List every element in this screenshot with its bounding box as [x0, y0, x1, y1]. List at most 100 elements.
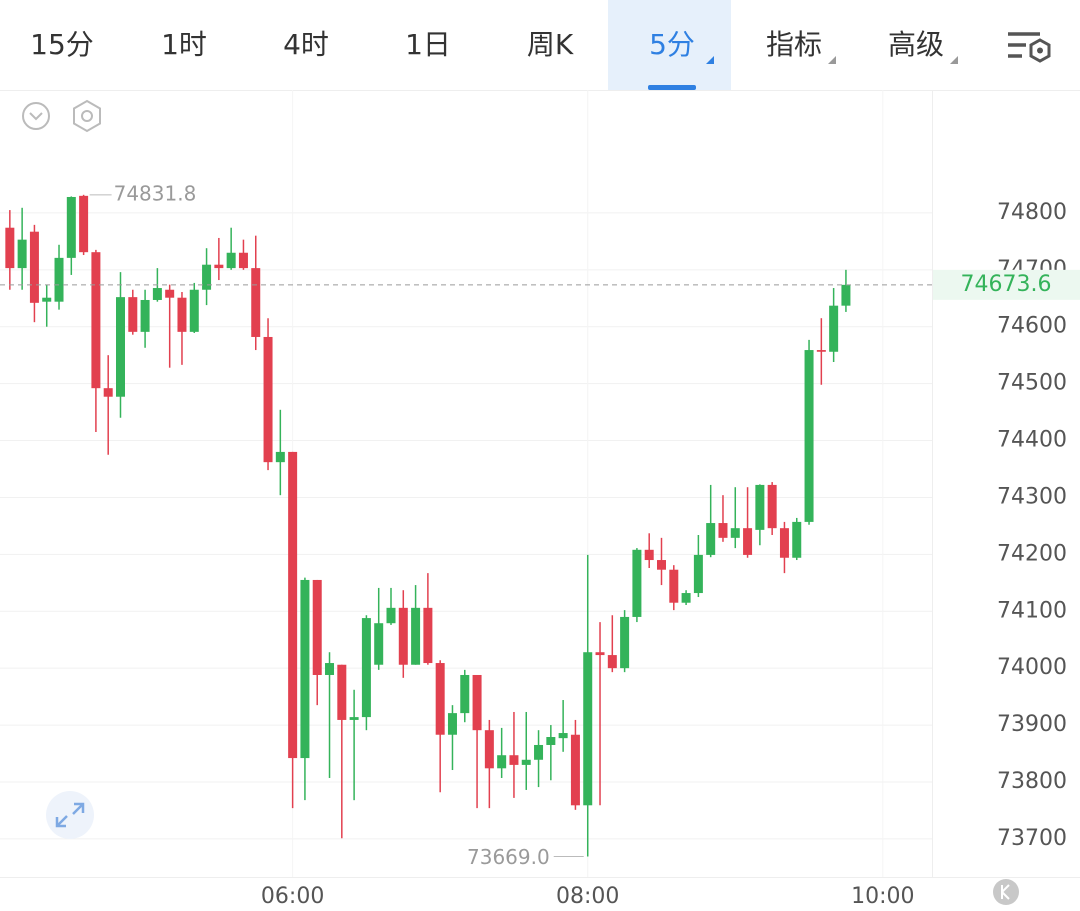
y-tick-label: 74800: [997, 200, 1067, 225]
plot-area: 73700 73800 73900 74000 74100 74200 74300 74400…: [0, 90, 1080, 909]
y-tick-label: 73900: [997, 712, 1067, 737]
tab[interactable]: 4时: [283, 28, 329, 61]
candle-body: [29, 231, 39, 303]
candle: [829, 288, 839, 363]
y-tick-label: 74500: [997, 371, 1067, 396]
candle: [202, 248, 212, 306]
y-tick-label: 74200: [997, 541, 1067, 566]
candle-body: [214, 264, 224, 269]
candle: [656, 537, 666, 586]
candle: [140, 289, 150, 348]
tab[interactable]: 1时: [161, 28, 207, 61]
candle: [447, 705, 457, 771]
settings-hex-icon[interactable]: [73, 99, 101, 133]
tab[interactable]: 15分: [30, 28, 94, 61]
settings-icon[interactable]: [1008, 32, 1051, 63]
candle: [325, 652, 335, 778]
candle-body: [411, 607, 421, 665]
y-tick-label: 74600: [997, 314, 1067, 339]
x-tick-label: 10:00: [851, 884, 914, 909]
candle: [423, 573, 433, 665]
candle-body: [669, 569, 679, 603]
y-tick-label: 74100: [997, 598, 1067, 623]
candle-body: [349, 717, 359, 720]
candle: [275, 409, 285, 496]
candle-body: [484, 730, 494, 769]
collapse-icon[interactable]: [22, 102, 50, 130]
candle-body: [497, 755, 507, 769]
tab[interactable]: 指标: [766, 28, 836, 64]
candle-body: [165, 289, 175, 298]
candle-body: [263, 336, 273, 463]
tab[interactable]: 高级: [888, 28, 958, 64]
tab[interactable]: 周K: [527, 28, 574, 61]
k-icon[interactable]: [993, 879, 1019, 905]
candle-body: [656, 560, 666, 570]
tab-label: 高级: [888, 28, 944, 61]
candle: [42, 284, 52, 327]
candle-body: [300, 579, 310, 759]
candle-body: [792, 521, 802, 558]
candle-body: [804, 350, 814, 522]
candle: [288, 451, 298, 809]
candle-body: [435, 663, 445, 735]
candle: [214, 237, 224, 281]
y-tick-label: 74300: [997, 484, 1067, 509]
candle-body: [570, 734, 580, 806]
tab-label: 4时: [283, 28, 329, 61]
candle: [54, 244, 64, 310]
candle-body: [386, 607, 396, 624]
last-price-label: 74673.6: [961, 272, 1052, 297]
candle: [66, 196, 76, 275]
candle-body: [841, 284, 851, 306]
candle: [361, 615, 371, 731]
candle: [189, 282, 199, 333]
candle: [91, 249, 101, 433]
candle-body: [226, 252, 236, 269]
candle: [767, 482, 777, 535]
candle-body: [644, 549, 654, 561]
candle: [226, 227, 236, 270]
dropdown-arrow: [828, 56, 836, 64]
candle-body: [607, 655, 617, 669]
candle: [374, 587, 384, 670]
candle: [669, 565, 679, 611]
candle-body: [816, 350, 826, 352]
candle: [251, 235, 261, 351]
tab[interactable]: 1日: [405, 28, 451, 61]
candle-body: [693, 554, 703, 594]
candle: [263, 318, 273, 471]
candle-body: [521, 759, 531, 765]
candle-body: [398, 607, 408, 665]
candle: [534, 730, 544, 788]
candle-body: [460, 674, 470, 714]
candle: [779, 521, 789, 574]
candle-body: [767, 484, 777, 529]
fullscreen-button[interactable]: [46, 791, 94, 839]
candle: [718, 495, 728, 542]
candle-body: [288, 451, 298, 759]
candle: [755, 484, 765, 546]
y-tick-label: 74400: [997, 428, 1067, 453]
candle: [103, 355, 113, 455]
tab-label: 5分: [649, 28, 695, 61]
tab[interactable]: 5分: [608, 0, 731, 90]
min-label: 73669.0: [467, 845, 550, 869]
candle: [349, 689, 359, 801]
candle-body: [312, 579, 322, 675]
candle: [411, 585, 421, 665]
tab-label: 15分: [30, 28, 94, 61]
candle: [238, 239, 248, 270]
dropdown-arrow: [950, 56, 958, 64]
candle-body: [17, 239, 27, 269]
candle-body: [128, 297, 138, 332]
dropdown-arrow: [706, 56, 714, 64]
candle-body: [829, 305, 839, 352]
candle-body: [91, 252, 101, 389]
candle-body: [140, 299, 150, 332]
tab-bar: 15分 1时 4时 1日 周K 5分 指标 高级: [0, 0, 1080, 91]
candle-body: [103, 388, 113, 397]
candle: [17, 207, 27, 290]
candle: [5, 210, 15, 290]
